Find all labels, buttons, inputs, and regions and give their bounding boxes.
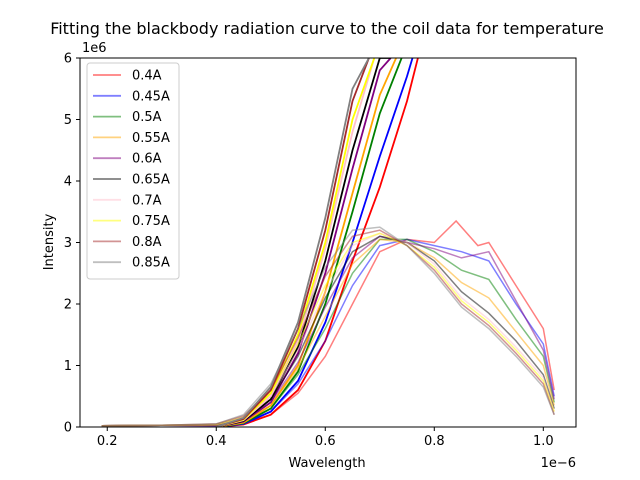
legend-label: 0.8A	[132, 235, 162, 250]
fit-line-0	[216, 58, 419, 427]
legend-label: 0.45A	[132, 89, 170, 104]
fit-line-1	[216, 58, 414, 427]
legend: 0.4A 0.45A 0.5A 0.55A 0.6A 0.65A 0.7A 0.75A 0.8A…	[86, 62, 180, 280]
legend-label: 0.55A	[132, 131, 170, 146]
fit-line-5	[216, 58, 391, 427]
legend-label: 0.65A	[132, 173, 170, 188]
y-tick-label: 4	[64, 175, 72, 190]
legend-label: 0.6A	[132, 152, 162, 167]
legend-label: 0.75A	[132, 214, 170, 229]
y-tick-label: 2	[64, 298, 72, 313]
chart-title: Fitting the blackbody radiation curve to…	[50, 19, 604, 38]
fit-line-4	[216, 58, 392, 427]
legend-label: 0.85A	[132, 256, 170, 271]
plot-area	[101, 58, 555, 427]
legend-label: 0.4A	[132, 69, 162, 84]
x-tick-label: 0.8	[424, 434, 445, 449]
x-tick-label: 0.6	[315, 434, 336, 449]
legend-label: 0.5A	[132, 110, 162, 125]
legend-label: 0.7A	[132, 193, 162, 208]
data-line-7	[101, 232, 555, 427]
x-tick-label: 1.0	[533, 434, 554, 449]
y-tick-label: 0	[64, 421, 72, 436]
data-line-9	[101, 226, 555, 427]
y-multiplier-label: 1e6	[82, 41, 107, 56]
axes: 0.2 0.4 0.6 0.8 1.0 0 1 2 3 4 5 6	[64, 52, 577, 449]
fit-line-9	[216, 58, 370, 427]
y-tick-label: 5	[64, 113, 72, 128]
x-multiplier-label: 1e−6	[541, 456, 576, 471]
x-axis-label: Wavelength	[288, 456, 365, 471]
y-tick-label: 1	[64, 359, 72, 374]
y-axis-label: Intensity	[42, 213, 57, 270]
y-tick-label: 3	[64, 236, 72, 251]
x-tick-label: 0.4	[206, 434, 227, 449]
x-tick-label: 0.2	[97, 434, 118, 449]
y-tick-label: 6	[64, 52, 72, 67]
